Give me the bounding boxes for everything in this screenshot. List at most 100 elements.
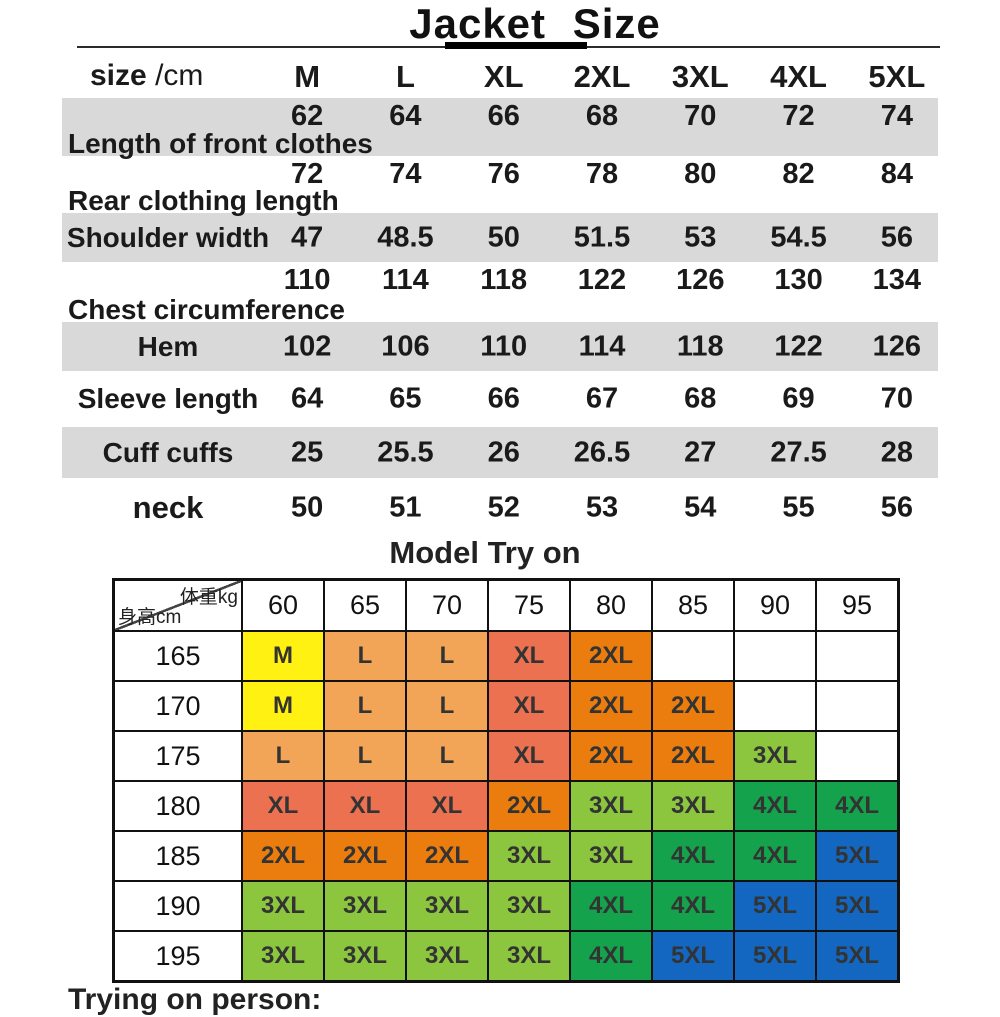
size-value: 74 xyxy=(389,158,422,190)
fit-cell: L xyxy=(242,731,324,781)
size-row-values: 64 65 66 67 68 69 70 xyxy=(258,383,946,416)
size-value: 130 xyxy=(774,264,823,296)
fit-cell: 5XL xyxy=(816,881,898,931)
fit-cell: L xyxy=(406,681,488,731)
size-value: 65 xyxy=(389,382,422,415)
fit-cell: 3XL xyxy=(242,881,324,931)
title-underline xyxy=(445,42,587,49)
fit-cell: XL xyxy=(406,781,488,831)
size-row-label: Hem xyxy=(137,330,199,362)
fit-table: 体重kg 身高cm 60 65 70 75 80 85 90 95 165 M L L XL 2XL 170… xyxy=(112,578,900,983)
size-value: 50 xyxy=(487,221,520,253)
fit-cell: 3XL xyxy=(734,731,816,781)
fit-cell: 2XL xyxy=(324,831,406,881)
size-value: 25.5 xyxy=(377,436,434,468)
size-value: 52 xyxy=(487,491,520,523)
size-value: 70 xyxy=(880,382,913,415)
size-row: Hem 102 106 110 114 118 122 126 xyxy=(62,322,938,371)
size-value: 84 xyxy=(880,158,913,190)
fit-cell: 2XL xyxy=(570,731,652,781)
size-column-headers: M L XL 2XL 3XL 4XL 5XL xyxy=(258,59,946,95)
size-value: 69 xyxy=(782,382,815,415)
size-row-values: 110 114 118 122 126 130 134 xyxy=(258,264,946,297)
fit-cell: XL xyxy=(324,781,406,831)
size-value: 68 xyxy=(585,100,619,132)
size-value: 78 xyxy=(585,158,619,190)
size-value: 54 xyxy=(684,491,717,523)
unit-label: /cm xyxy=(155,59,204,92)
size-row-values: 72 74 76 78 80 82 84 xyxy=(258,158,946,191)
fit-cell: 3XL xyxy=(406,881,488,931)
size-value: 126 xyxy=(872,330,922,362)
size-value: 67 xyxy=(585,382,619,415)
fit-cell: 4XL xyxy=(652,831,734,881)
size-label: size xyxy=(90,59,147,92)
size-column-header: 5XL xyxy=(868,59,926,94)
size-value: 80 xyxy=(684,158,717,190)
weight-column-header: 80 xyxy=(570,580,652,631)
weight-column-header: 70 xyxy=(406,580,488,631)
size-value: 56 xyxy=(880,491,913,523)
fit-cell: L xyxy=(324,631,406,681)
size-row-label: Shoulder width xyxy=(66,221,270,253)
weight-column-header: 60 xyxy=(242,580,324,631)
fit-cell: 4XL xyxy=(570,881,652,931)
fit-cell-empty xyxy=(734,631,816,681)
height-row-header: 170 xyxy=(114,681,242,731)
fit-cell: M xyxy=(242,681,324,731)
fit-corner-cell: 体重kg 身高cm xyxy=(114,580,242,631)
fit-cell: 3XL xyxy=(652,781,734,831)
size-row-values: 50 51 52 53 54 55 56 xyxy=(258,491,946,524)
size-row-label: neck xyxy=(132,489,204,525)
size-row-label: Length of front clothes xyxy=(68,128,373,159)
size-value: 62 xyxy=(291,100,324,132)
size-value: 76 xyxy=(487,158,520,190)
size-table-rows: Length of front clothes 62 64 66 68 70 72 74 Rea… xyxy=(62,98,938,537)
fit-cell: 2XL xyxy=(570,681,652,731)
fit-cell: 5XL xyxy=(652,931,734,981)
fit-cell: 2XL xyxy=(488,781,570,831)
fit-cell: 2XL xyxy=(570,631,652,681)
size-value: 72 xyxy=(782,100,815,132)
size-value: 47 xyxy=(291,221,324,253)
fit-cell: 2XL xyxy=(652,731,734,781)
size-value: 126 xyxy=(676,264,725,296)
weight-kg-label: 体重kg xyxy=(179,587,238,608)
size-value: 118 xyxy=(676,330,724,362)
size-value: 26.5 xyxy=(573,436,631,468)
size-row-label: Chest circumference xyxy=(68,294,346,325)
fit-cell: 2XL xyxy=(406,831,488,881)
size-table-header: size /cm M L XL 2XL 3XL 4XL 5XL xyxy=(62,56,938,98)
fit-cell: M xyxy=(242,631,324,681)
size-value: 51 xyxy=(389,491,422,523)
size-value: 110 xyxy=(283,264,331,296)
size-row: Chest circumference 110 114 118 122 126 130 134 xyxy=(62,262,938,325)
fit-cell: L xyxy=(406,631,488,681)
size-value: 55 xyxy=(782,491,815,523)
fit-cell: L xyxy=(324,731,406,781)
height-row-header: 165 xyxy=(114,631,242,681)
fit-cell-empty xyxy=(652,631,734,681)
weight-column-header: 85 xyxy=(652,580,734,631)
size-value: 66 xyxy=(487,382,520,415)
weight-column-header: 65 xyxy=(324,580,406,631)
size-value: 82 xyxy=(782,158,815,190)
size-value: 54.5 xyxy=(770,221,827,253)
size-row-label: Sleeve length xyxy=(77,383,259,414)
size-value: 110 xyxy=(480,330,528,362)
page-title: Jacket Size xyxy=(409,0,661,47)
size-value: 74 xyxy=(880,100,913,132)
footer-text: Trying on person: xyxy=(68,983,322,1016)
size-value: 26 xyxy=(487,436,520,468)
fit-cell: L xyxy=(324,681,406,731)
weight-column-header: 75 xyxy=(488,580,570,631)
height-cm-label: 身高cm xyxy=(118,607,182,628)
fit-cell: 5XL xyxy=(734,881,816,931)
size-value: 25 xyxy=(291,436,324,468)
size-value: 114 xyxy=(578,330,626,362)
size-row: Rear clothing length 72 74 76 78 80 82 84 xyxy=(62,156,938,216)
fit-cell: L xyxy=(406,731,488,781)
fit-cell-empty xyxy=(816,681,898,731)
size-value: 66 xyxy=(487,100,520,132)
height-row-header: 195 xyxy=(114,931,242,981)
